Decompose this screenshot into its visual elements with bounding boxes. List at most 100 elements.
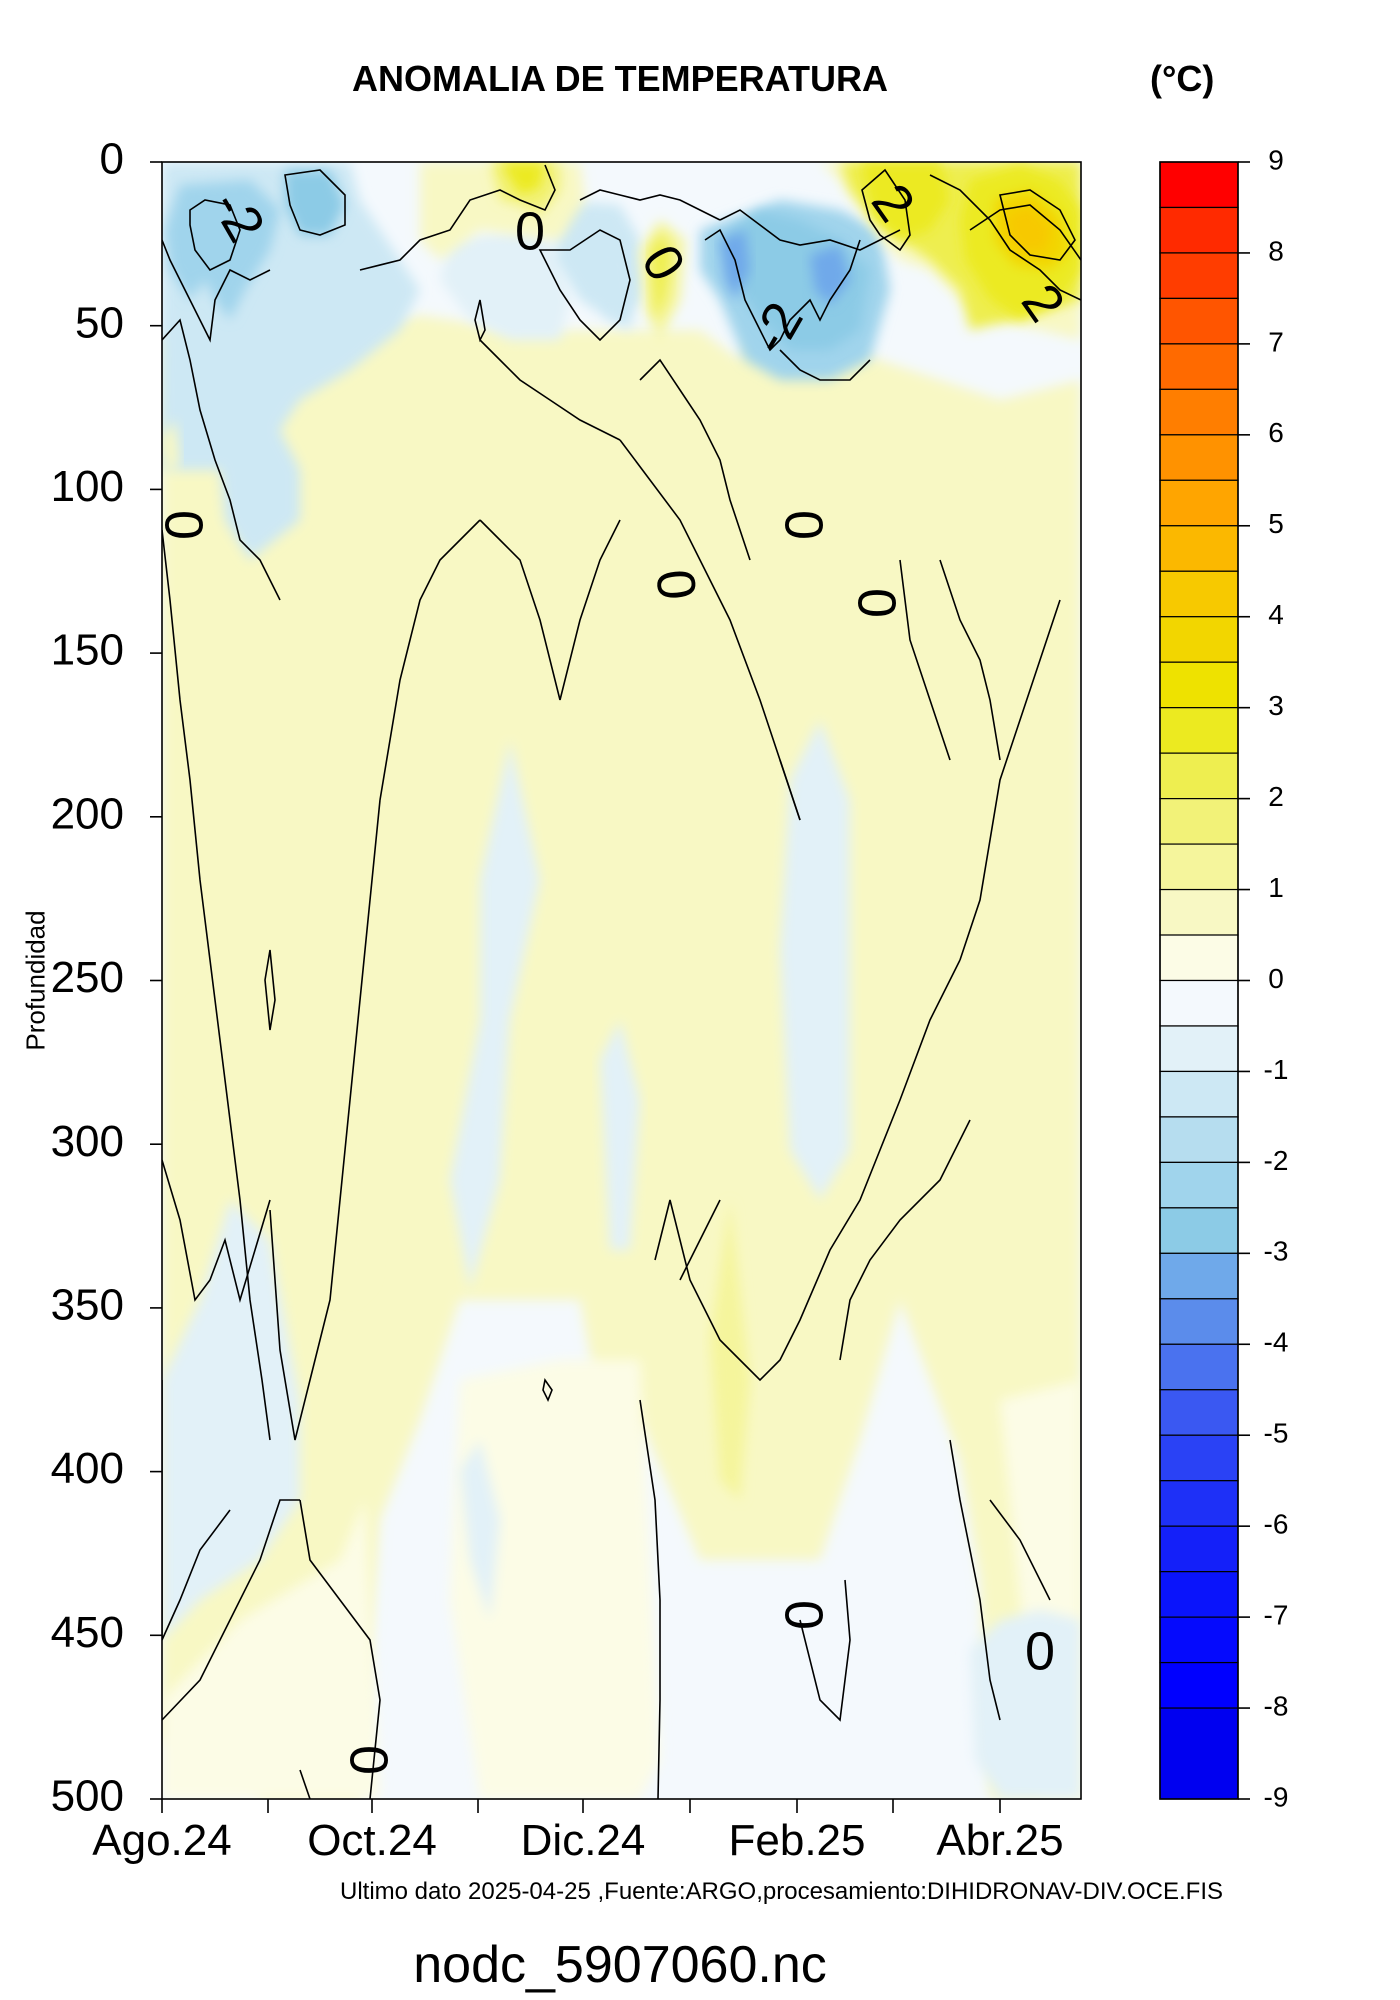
anomaly-region-13 [165,180,280,320]
chart-title: ANOMALIA DE TEMPERATURA [352,58,888,99]
colorbar-segment-30 [1159,1525,1239,1573]
y-tick-label-6: 300 [51,1117,124,1166]
contour-line-31 [839,1119,971,1361]
colorbar-segment-21 [1159,1116,1239,1163]
contour-label-1: 0 [515,201,545,261]
anomaly-region-3 [450,1360,660,1799]
contour-line-36 [799,1579,851,1722]
contour-line-18 [162,529,271,1441]
colorbar-tick-label-16: -7 [1264,1600,1289,1631]
y-tick-label-3: 150 [51,626,124,675]
colorbar-tick-label-3: 6 [1268,417,1284,448]
colorbar-tick-label-5: 4 [1268,599,1284,630]
colorbar-segment-6 [1159,434,1239,481]
colorbar-tick-label-4: 5 [1268,508,1284,539]
contour-line-39 [299,1769,311,1799]
contour-line-14 [479,339,621,441]
contour-line-37 [264,949,276,1031]
colorbar-tick-label-10: -1 [1264,1054,1289,1085]
contour-line-10 [929,174,1081,301]
colorbar-segment-27 [1159,1389,1239,1436]
colorbar-tick-label-2: 7 [1268,326,1284,357]
colorbar-segment-17 [1159,934,1239,982]
anomaly-region-32 [1005,205,1052,252]
colorbar-tick-label-18: -9 [1264,1781,1289,1812]
colorbar-segment-0 [1159,161,1239,209]
contour-line-25 [299,1499,381,1799]
file-name: nodc_5907060.nc [413,1936,827,1994]
colorbar-segment-2 [1159,252,1239,300]
y-tick-label-2: 100 [51,462,124,511]
anomaly-region-19 [720,230,750,300]
contour-label-8: 0 [645,567,707,602]
contour-line-6 [538,229,631,342]
contour-line-32 [939,559,1001,761]
colorbar-segment-3 [1159,297,1239,345]
colorbar-tick-label-15: -6 [1264,1509,1289,1540]
contour-line-4 [579,189,721,221]
y-axis: 0 50 100 150 200 250 300 350 400 450 500 [51,135,162,1821]
y-tick-label-0: 0 [100,135,124,184]
colorbar: 9 8 7 6 5 4 3 2 1 0 -1 -2 -3 -4 -5 -6 -7 -8 -9 [1159,144,1289,1812]
colorbar-tick-label-17: -8 [1264,1690,1289,1721]
contour-line-29 [679,1199,721,1281]
contour-line-40 [474,299,486,343]
x-tick-label-1: Oct.24 [307,1816,437,1865]
colorbar-tick-label-0: 9 [1268,144,1284,175]
x-axis: Ago.24 Oct.24 Dic.24 Feb.25 Abr.25 [92,1799,1064,1865]
colorbar-tick-label-6: 3 [1268,690,1284,721]
colorbar-segment-19 [1159,1025,1239,1073]
anomaly-region-15 [440,230,570,340]
colorbar-segment-26 [1159,1343,1239,1391]
anomaly-region-9 [600,1020,640,1250]
colorbar-unit: (°C) [1150,58,1215,99]
contour-line-16 [639,358,751,561]
anomaly-region-5 [335,1100,380,1300]
contour-line-34 [949,1439,1001,1721]
contour-line-15 [619,439,801,821]
colorbar-segment-9 [1159,570,1239,618]
anomaly-region-18 [720,210,870,350]
contour-line-26 [162,1499,300,1721]
x-tick-label-3: Feb.25 [729,1816,866,1865]
contour-line-2 [284,169,346,236]
contour-label-10: 0 [774,1600,834,1630]
contour-line-27 [654,959,961,1382]
contour-line-13 [162,318,281,601]
anomaly-region-24 [500,162,545,195]
contour-line-23 [479,519,561,701]
contour-lines [162,164,1081,1799]
colorbar-segment-1 [1159,206,1239,254]
contour-line-3 [359,164,556,271]
colorbar-tick-label-8: 1 [1268,872,1284,903]
colorbar-tick-label-13: -4 [1264,1327,1289,1358]
colorbar-segment-14 [1159,798,1239,845]
contour-label-extra: 0 [339,1745,399,1775]
colorbar-segment-5 [1159,388,1239,436]
colorbar-segment-24 [1159,1252,1239,1300]
anomaly-region-20 [810,245,850,305]
colorbar-segment-7 [1159,479,1239,527]
contour-line-11 [999,189,1076,261]
y-tick-label-5: 250 [51,953,124,1002]
x-tick-label-2: Dic.24 [521,1816,646,1865]
contour-line-7 [704,228,861,352]
colorbar-segment-29 [1159,1480,1239,1527]
anomaly-region-8 [780,720,850,1200]
colorbar-segment-20 [1159,1070,1239,1118]
colorbar-segment-28 [1159,1434,1239,1482]
colorbar-segment-31 [1159,1571,1239,1618]
contour-line-0 [162,239,271,343]
y-tick-label-4: 200 [51,789,124,838]
y-tick-label-7: 350 [51,1281,124,1330]
contour-line-22 [379,519,481,801]
contour-label-11: 0 [1025,1621,1055,1681]
colorbar-tick-label-11: -2 [1264,1145,1289,1176]
x-tick-label-4: Abr.25 [936,1816,1063,1865]
colorbar-tick-label-7: 2 [1268,781,1284,812]
contour-line-33 [899,559,951,761]
colorbar-tick-label-12: -3 [1264,1236,1289,1267]
colorbar-segment-16 [1159,888,1239,936]
contour-line-28 [639,1399,661,1799]
